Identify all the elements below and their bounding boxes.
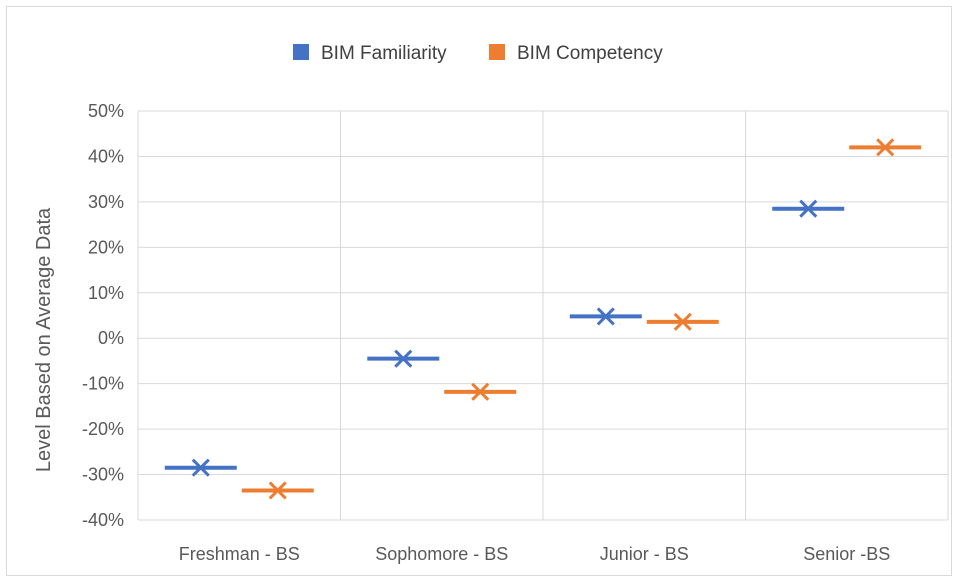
y-tick-label: 50% [88,101,124,121]
y-tick-label: 20% [88,237,124,257]
x-tick-label: Freshman - BS [179,544,300,564]
x-tick-labels: Freshman - BS Sophomore - BS Junior - BS Se… [179,544,891,564]
legend-item: BIM Competency [489,43,663,64]
y-tick-label: -20% [82,419,124,439]
data-point-x-stroke [394,349,413,368]
x-tick-label: Sophomore - BS [375,544,508,564]
y-tick-label: 10% [88,283,124,303]
data-point-x-stroke [191,458,210,477]
y-tick-label: 30% [88,192,124,212]
legend-label: BIM Competency [517,43,663,64]
data-point [646,312,719,331]
data-point [164,458,237,477]
y-axis-title: Level Based on Average Data [33,207,55,472]
legend-swatch [489,44,505,60]
data-point-x-stroke [268,481,287,500]
y-tick-label: 0% [98,328,124,348]
data-point [444,382,517,401]
data-point [772,199,845,218]
x-tick-label: Senior -BS [803,544,890,564]
data-point-x-stroke [876,138,895,157]
data-point-x-stroke [799,199,818,218]
data-marks [164,138,922,500]
legend-item: BIM Familiarity [293,43,447,64]
data-point [569,307,642,326]
data-point-x-stroke [596,307,615,326]
y-tick-labels: 50% 40% 30% 20% 10% 0% -10% -20% -30% -40% [82,101,124,530]
data-point [241,481,314,500]
y-tick-label: -30% [82,465,124,485]
y-tick-label: -10% [82,374,124,394]
legend-label: BIM Familiarity [321,43,447,64]
data-point [367,349,440,368]
legend: BIM Familiarity BIM Competency [293,43,663,64]
grid-layer [137,110,949,521]
x-tick-label: Junior - BS [600,544,689,564]
chart-frame [6,6,952,576]
data-point-x-stroke [673,312,692,331]
data-point-x-stroke [471,382,490,401]
y-tick-label: 40% [88,146,124,166]
y-tick-label: -40% [82,510,124,530]
data-point [849,138,922,157]
legend-swatch [293,44,309,60]
